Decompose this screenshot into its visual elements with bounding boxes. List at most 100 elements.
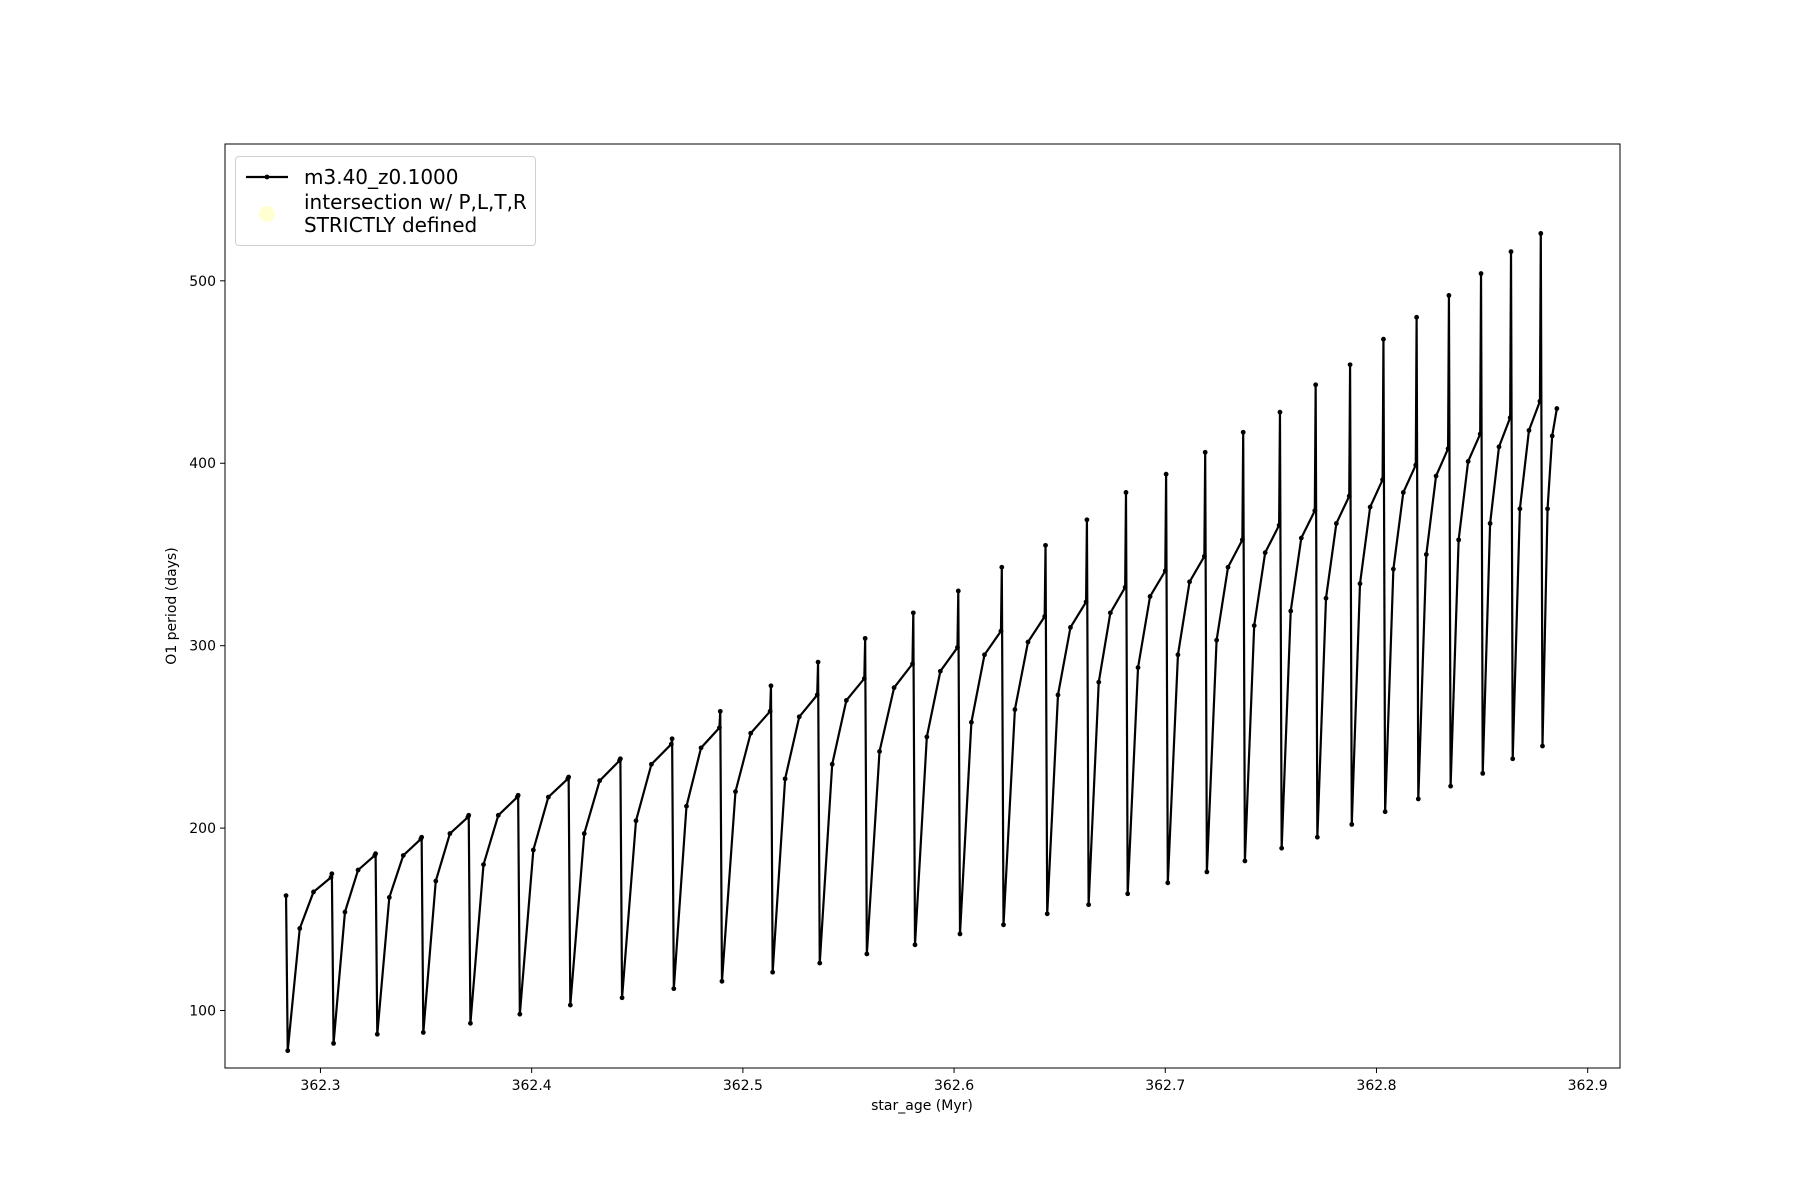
point [1480,770,1486,776]
point [1298,535,1304,541]
point [1333,521,1339,526]
point [1433,473,1439,479]
point [419,834,425,840]
legend-label: intersection w/ P,L,T,R STRICTLY defined [304,190,527,237]
point [1107,610,1113,616]
point [283,893,289,899]
y-tick-label: 400 [189,456,216,472]
point [1042,614,1048,619]
point [1147,594,1153,599]
point [515,792,521,798]
point [1201,553,1207,559]
point [1380,477,1386,483]
point [1456,537,1462,543]
point [719,978,725,984]
point [1122,584,1128,590]
point [1001,922,1006,928]
point [517,1011,523,1017]
point [1414,314,1420,320]
point [530,847,536,853]
point [1043,542,1048,548]
point [328,874,334,880]
point [1381,336,1386,342]
point [891,685,897,691]
point [1204,869,1210,875]
point [1125,891,1131,897]
point [468,1020,473,1026]
x-tick-label: 362.5 [723,1078,763,1094]
point [617,756,623,762]
point [566,774,572,780]
point [1262,550,1268,556]
point [581,831,587,836]
point [433,878,439,884]
point [829,761,835,767]
point [877,749,882,754]
point [768,683,774,689]
point [420,1030,426,1035]
point [1508,249,1514,255]
point [1517,506,1523,512]
point [1313,382,1319,388]
point [1390,566,1396,572]
point [1478,271,1484,276]
x-tick-label: 362.4 [512,1078,552,1094]
point [748,730,754,736]
point [814,692,820,698]
point [1025,639,1031,645]
point [1279,845,1285,851]
point [1202,449,1208,455]
point [1086,902,1092,908]
point [955,588,961,594]
legend-key [259,206,275,222]
legend-label: m3.40_z0.1000 [304,164,459,189]
point [1083,599,1089,605]
point [1554,406,1560,411]
point [1162,568,1168,574]
point [782,776,788,782]
point [1314,834,1320,840]
point [864,951,870,957]
y-tick-label: 300 [189,639,216,655]
point [671,986,677,992]
point [567,1002,573,1008]
point [1276,522,1282,528]
point [1163,471,1169,477]
point [1347,362,1353,368]
point [1526,428,1532,433]
legend: m3.40_z0.1000 intersection w/ P,L,T,R STR… [235,156,536,246]
point [1448,783,1454,789]
x-tick-label: 362.6 [934,1078,974,1094]
point [311,889,316,895]
point [937,668,943,674]
point [843,698,849,703]
point [1123,490,1129,495]
point [1242,858,1248,864]
point [815,659,821,665]
point [1225,564,1231,570]
point [1240,429,1246,435]
point [1538,230,1544,236]
point [1044,911,1050,917]
point [342,909,348,915]
axes-frame [224,143,1621,1069]
point [355,867,361,873]
point [1187,579,1192,585]
point [329,871,335,877]
point [374,1031,380,1037]
point [1367,504,1373,510]
point [447,831,453,836]
point [912,942,918,948]
y-axis-label: O1 period (days) [164,547,180,664]
x-tick-label: 362.8 [1356,1078,1396,1094]
point [1357,581,1363,587]
point [668,741,674,747]
point [1510,756,1516,762]
point [817,960,823,966]
point [669,736,675,742]
legend-marker [259,206,275,222]
legend-marker [264,174,270,180]
point [373,851,378,857]
